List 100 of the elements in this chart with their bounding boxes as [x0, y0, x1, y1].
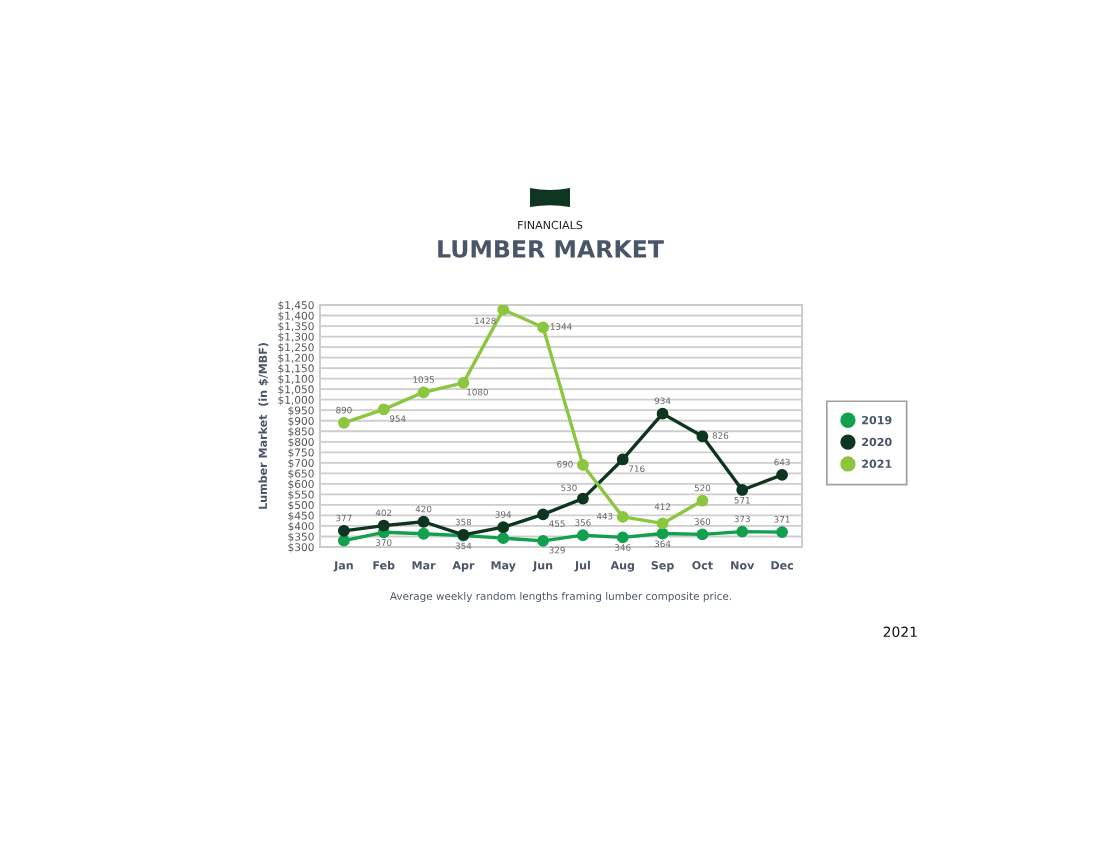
- point: [417, 386, 430, 399]
- data-label: 643: [774, 458, 790, 466]
- point: [696, 528, 709, 541]
- data-label: 371: [774, 515, 790, 523]
- y-tick-label: $1,100: [278, 374, 314, 385]
- data-label: 346: [615, 544, 631, 551]
- y-axis-title: Lumber Market (in $/MBF): [258, 343, 269, 509]
- point: [457, 376, 470, 389]
- x-tick-label: Jan: [333, 561, 353, 572]
- data-label: 370: [376, 539, 392, 546]
- point: [337, 534, 350, 547]
- data-label: 530: [561, 484, 577, 492]
- data-label: 354: [455, 542, 472, 550]
- y-tick-label: $1,200: [278, 353, 314, 364]
- data-label: 954: [389, 415, 406, 422]
- data-label: 520: [694, 484, 711, 492]
- chart-subtitle: FINANCIALS: [518, 220, 583, 230]
- y-tick-label: $1,050: [278, 385, 314, 395]
- data-label: 690: [557, 460, 573, 468]
- x-tick-label: Jul: [574, 560, 590, 572]
- data-label: 890: [336, 406, 352, 414]
- x-tick-label: Jun: [532, 561, 553, 572]
- y-tick-label: $350: [288, 532, 314, 543]
- data-label: 394: [495, 511, 512, 518]
- data-label: 826: [712, 432, 729, 439]
- text: 2021: [883, 626, 917, 638]
- data-label: 934: [654, 397, 671, 405]
- y-tick-label: $450: [288, 511, 314, 521]
- data-label: 1080: [467, 388, 488, 396]
- point: [616, 453, 629, 466]
- x-tick-label: Oct: [692, 561, 713, 570]
- y-tick-label: $850: [288, 427, 314, 437]
- point: [337, 524, 350, 537]
- point: [497, 532, 510, 545]
- point: [497, 521, 510, 534]
- data-label: 1035: [413, 376, 434, 383]
- point: [696, 494, 709, 507]
- point: [417, 527, 430, 540]
- data-label: 364: [654, 540, 671, 548]
- point: [577, 529, 589, 542]
- x-tick-label: Dec: [771, 561, 794, 570]
- legend-label: 2021: [862, 459, 892, 469]
- point: [696, 430, 709, 443]
- legend-label: 2020: [862, 437, 892, 447]
- x-tick-label: Aug: [610, 561, 635, 572]
- point: [577, 492, 589, 505]
- text: Average weekly random lengths framing lumber composite price.: [389, 591, 731, 603]
- point: [776, 468, 788, 481]
- point: [577, 459, 589, 471]
- point: [537, 321, 549, 334]
- point: [417, 515, 430, 528]
- y-tick-label: $900: [288, 416, 314, 427]
- data-label: 420: [415, 505, 432, 513]
- x-tick-label: Apr: [452, 561, 475, 572]
- y-tick-label: $600: [288, 479, 314, 490]
- y-tick-label: $950: [288, 406, 314, 416]
- y-tick-label: $750: [288, 448, 314, 458]
- y-tick-label: $1,350: [278, 322, 314, 332]
- y-tick-label: $700: [288, 458, 314, 469]
- data-label: 377: [336, 514, 352, 522]
- x-tick-label: Feb: [373, 560, 395, 570]
- y-tick-label: $1,300: [278, 332, 314, 343]
- point: [337, 416, 350, 429]
- data-label: 412: [654, 503, 671, 510]
- data-label: 1344: [550, 323, 572, 330]
- point: [616, 511, 629, 523]
- y-tick-label: $1,150: [278, 364, 314, 374]
- x-tick-label: May: [491, 561, 516, 572]
- y-tick-label: $800: [288, 437, 314, 448]
- y-tick-label: $550: [288, 490, 314, 500]
- y-tick-label: $1,250: [278, 343, 314, 353]
- point: [377, 519, 390, 532]
- y-tick-label: $300: [288, 542, 314, 553]
- legend-label: 2019: [862, 415, 892, 425]
- y-tick-label: $400: [288, 521, 314, 532]
- point: [537, 534, 549, 547]
- y-tick-label: $500: [288, 500, 314, 511]
- point: [656, 517, 669, 530]
- data-label: 455: [549, 520, 565, 527]
- point: [736, 484, 749, 496]
- data-label: 443: [596, 512, 613, 520]
- y-tick-label: $650: [288, 469, 314, 479]
- x-tick-label: Mar: [412, 561, 436, 570]
- x-tick-label: Sep: [651, 561, 674, 572]
- data-label: 356: [575, 519, 591, 526]
- y-tick-label: $1,000: [278, 395, 314, 406]
- point: [656, 527, 669, 540]
- y-tick-label: $1,450: [278, 300, 314, 311]
- point: [776, 526, 788, 538]
- data-label: 373: [734, 515, 750, 523]
- data-label: 360: [694, 518, 711, 525]
- point: [377, 403, 390, 416]
- point: [537, 508, 549, 521]
- y-tick-label: $1,400: [278, 311, 314, 322]
- data-label: 1428: [475, 317, 496, 325]
- data-label: 716: [629, 465, 645, 472]
- data-label: 358: [455, 518, 472, 526]
- data-label: 329: [549, 546, 565, 554]
- x-tick-label: Nov: [731, 561, 755, 570]
- point: [616, 531, 629, 544]
